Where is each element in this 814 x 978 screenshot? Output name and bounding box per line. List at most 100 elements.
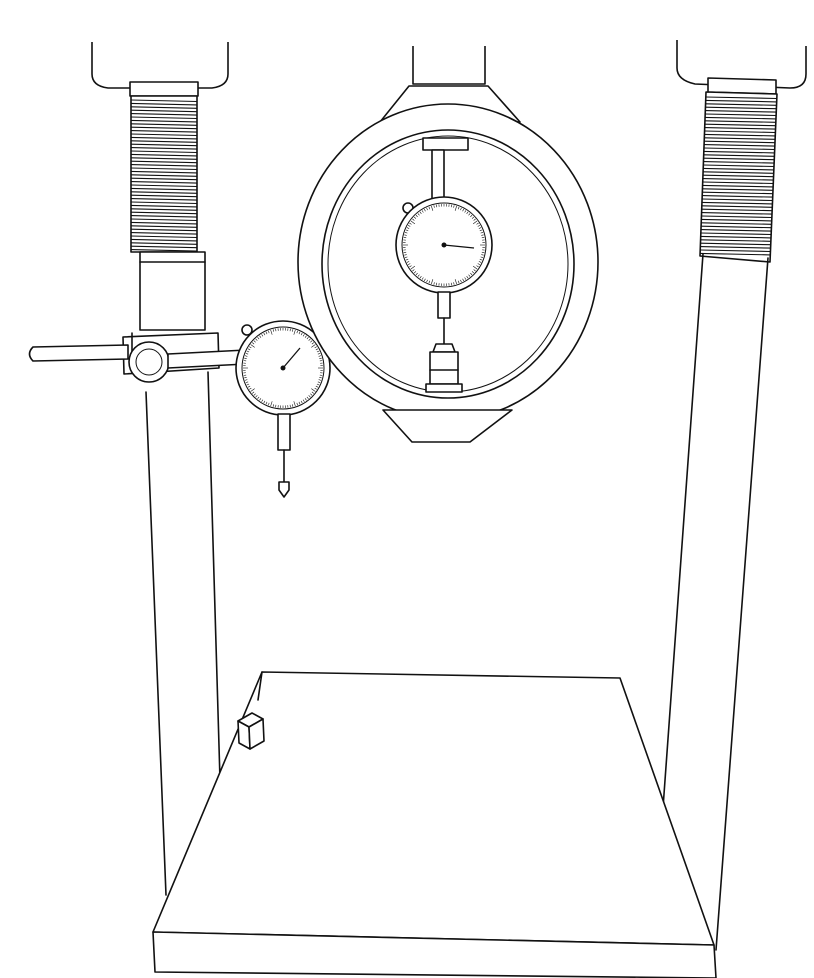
left-screw-thread-line bbox=[130, 228, 198, 232]
dial-tick bbox=[410, 265, 416, 270]
left-screw-thread-line bbox=[130, 232, 198, 235]
dial-tick bbox=[316, 383, 320, 386]
dial-tick bbox=[476, 265, 479, 268]
dial-tick bbox=[263, 332, 266, 336]
left-screw-thread-line bbox=[130, 174, 198, 177]
ring-top-bracket bbox=[422, 137, 469, 151]
dial-tick bbox=[265, 401, 268, 405]
dial-tick bbox=[251, 391, 255, 394]
base-plate-corner-tick bbox=[257, 671, 263, 701]
dial-tick bbox=[300, 332, 303, 336]
base-plate-front-edge bbox=[152, 931, 717, 978]
dial-tick bbox=[409, 222, 412, 225]
dial-tick bbox=[293, 329, 296, 335]
dial-tick bbox=[479, 258, 483, 261]
dial-tick bbox=[244, 355, 248, 357]
dial-tick bbox=[409, 265, 412, 268]
left-screw-thread-line bbox=[130, 187, 198, 191]
left-screw-thread-line bbox=[130, 136, 198, 140]
right-screw-thread-line bbox=[702, 195, 773, 198]
right-screw-thread-line bbox=[704, 123, 776, 127]
dial-tick bbox=[478, 227, 482, 229]
dial-tick bbox=[272, 329, 274, 332]
base-plate-top bbox=[152, 671, 715, 946]
left-column-sleeve bbox=[139, 251, 206, 331]
dial-tick bbox=[270, 329, 273, 335]
right-screw-thread-line bbox=[705, 110, 777, 113]
dial-tick bbox=[421, 210, 424, 213]
dial-tick bbox=[477, 224, 481, 227]
dial-tick bbox=[259, 398, 262, 401]
dial-tick bbox=[454, 205, 457, 211]
dial-tick bbox=[261, 334, 264, 337]
left-screw-thread-line bbox=[130, 106, 198, 109]
dial-tick bbox=[468, 274, 471, 277]
left-column-tube-outer bbox=[145, 391, 167, 896]
dial-tick bbox=[480, 232, 484, 234]
dial-tick bbox=[404, 256, 408, 258]
ring-top-shaft bbox=[412, 46, 486, 85]
dial-tick bbox=[470, 272, 473, 276]
stand-clamp-knob-inner bbox=[135, 348, 163, 376]
ring-anvil-foot bbox=[425, 383, 463, 393]
stand-gauge-rod bbox=[167, 349, 247, 369]
dial-tick bbox=[415, 272, 418, 276]
left-screw-thread-line bbox=[130, 184, 198, 188]
dial-tick bbox=[306, 336, 309, 340]
side-gauge-stem bbox=[277, 413, 291, 451]
dial-tick bbox=[470, 214, 473, 218]
dial-tick bbox=[426, 207, 428, 211]
dial-tick bbox=[477, 263, 481, 266]
dial-tick bbox=[481, 254, 484, 256]
right-screw-thread-line bbox=[703, 157, 775, 161]
dial-tick bbox=[261, 399, 264, 402]
dial-tick bbox=[466, 211, 469, 215]
right-column bbox=[662, 40, 807, 951]
right-screw-thread-line bbox=[705, 103, 777, 106]
left-screw-body bbox=[130, 95, 198, 253]
ring-dial-gauge bbox=[395, 196, 493, 393]
left-screw-thread-line bbox=[130, 140, 198, 143]
left-screw-thread-line bbox=[130, 215, 198, 218]
base-plate bbox=[152, 671, 717, 978]
right-screw-thread-line bbox=[701, 229, 772, 232]
dial-tick bbox=[471, 216, 475, 219]
right-screw-thread-line bbox=[704, 144, 775, 147]
dial-tick bbox=[246, 383, 250, 386]
right-screw-thread-line bbox=[702, 201, 773, 205]
left-crosshead-cap bbox=[91, 42, 229, 89]
dial-tick bbox=[405, 258, 409, 261]
right-screw-thread-line bbox=[702, 198, 773, 202]
side-gauge-top-knob bbox=[241, 324, 253, 336]
dial-tick bbox=[267, 330, 270, 334]
right-screw-threads bbox=[700, 96, 777, 256]
left-screw-thread-line bbox=[130, 249, 198, 252]
dial-tick bbox=[419, 275, 422, 279]
right-screw bbox=[699, 91, 778, 263]
dial-tick bbox=[472, 220, 478, 225]
right-screw-thread-line bbox=[701, 225, 772, 229]
right-screw-thread-line bbox=[705, 99, 777, 103]
right-screw-thread-line bbox=[700, 242, 771, 246]
dial-tick bbox=[471, 271, 475, 274]
right-screw-thread-line bbox=[701, 218, 772, 222]
dial-tick bbox=[263, 400, 266, 404]
dial-tick bbox=[311, 342, 315, 345]
right-screw-thread-line bbox=[703, 167, 774, 171]
magnetic-stand-arm bbox=[28, 341, 247, 383]
dial-tick bbox=[250, 388, 255, 392]
dial-tick bbox=[311, 391, 315, 394]
left-screw-thread-line bbox=[130, 109, 198, 113]
right-screw-thread-line bbox=[702, 178, 774, 181]
dial-tick bbox=[480, 256, 484, 258]
right-screw-thread-line bbox=[704, 120, 776, 123]
left-screw-thread-line bbox=[130, 160, 198, 164]
ring-gauge-needle bbox=[443, 244, 475, 249]
left-screw-thread-line bbox=[130, 208, 198, 211]
dial-tick bbox=[244, 357, 247, 359]
right-screw-thread-line bbox=[703, 171, 774, 174]
dial-tick bbox=[457, 280, 460, 284]
left-screw-thread-line bbox=[130, 218, 198, 222]
left-column bbox=[91, 42, 229, 896]
